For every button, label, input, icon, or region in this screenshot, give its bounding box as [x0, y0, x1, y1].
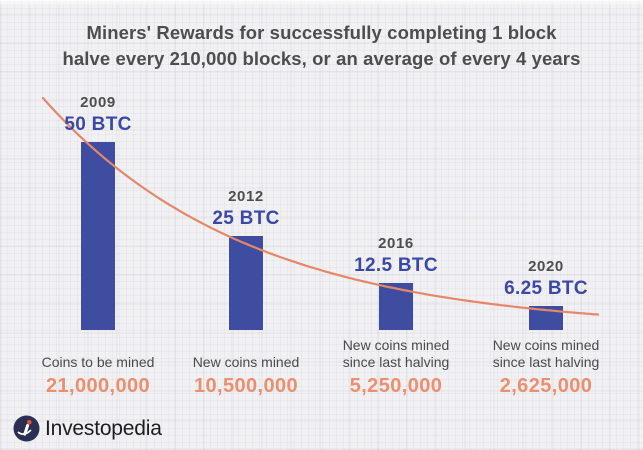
year-label: 2020	[528, 258, 564, 275]
caption-block: New coins mined since last halving 2,625…	[461, 337, 631, 398]
caption-line: since last halving	[492, 354, 600, 370]
bar-label-group: 2016 12.5 BTC	[321, 235, 471, 277]
year-label: 2016	[378, 235, 414, 252]
bar-label-group: 2009 50 BTC	[23, 94, 173, 136]
btc-value-label: 6.25 BTC	[504, 278, 588, 299]
amount-label: 5,250,000	[349, 375, 443, 397]
amount-label: 2,625,000	[499, 375, 593, 397]
caption-line: New coins mined	[492, 337, 600, 353]
btc-value-label: 50 BTC	[64, 114, 132, 135]
caption-block: New coins mined 10,500,000	[161, 354, 331, 398]
year-label: 2012	[228, 188, 264, 205]
amount-label: 10,500,000	[193, 375, 299, 397]
investopedia-logo: Investopedia	[13, 415, 162, 442]
bar-2020	[529, 306, 563, 330]
year-label: 2009	[80, 94, 116, 111]
btc-value-label: 25 BTC	[212, 208, 280, 229]
chart-title: Miners' Rewards for successfully complet…	[0, 20, 643, 72]
bar-2012	[229, 236, 263, 330]
caption-line: since last halving	[342, 354, 450, 370]
investopedia-logo-icon	[13, 415, 40, 442]
caption-line: New coins mined	[192, 354, 300, 370]
caption-line: Coins to be mined	[41, 354, 155, 370]
caption-block: Coins to be mined 21,000,000	[13, 354, 183, 398]
caption-block: New coins mined since last halving 5,250…	[311, 337, 481, 398]
chart-title-line1: Miners' Rewards for successfully complet…	[86, 22, 557, 43]
amount-label: 21,000,000	[45, 375, 151, 397]
chart-title-line2: halve every 210,000 blocks, or an averag…	[62, 48, 581, 69]
bar-2016	[379, 283, 413, 330]
bar-label-group: 2012 25 BTC	[171, 188, 321, 230]
caption-line: New coins mined	[342, 337, 450, 353]
investopedia-logo-text: Investopedia	[45, 416, 162, 440]
bar-label-group: 2020 6.25 BTC	[471, 258, 621, 300]
btc-value-label: 12.5 BTC	[354, 255, 438, 276]
bar-2009	[81, 142, 115, 330]
